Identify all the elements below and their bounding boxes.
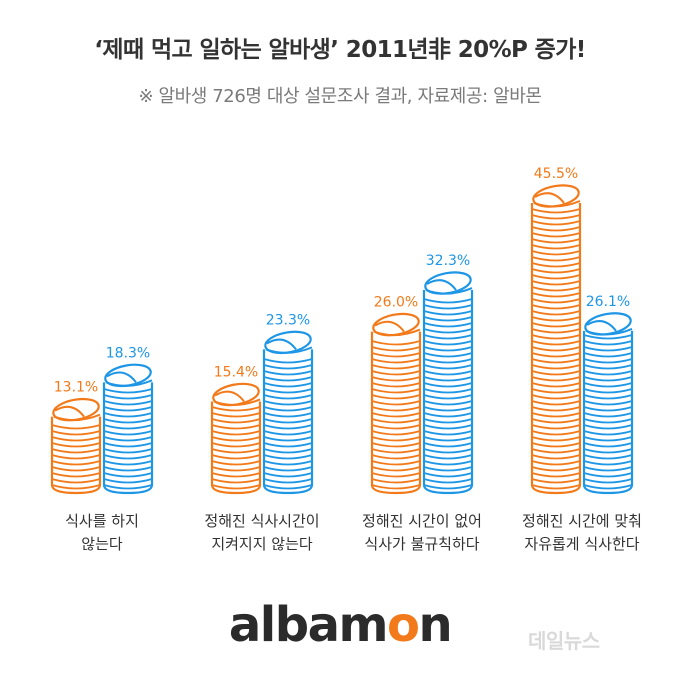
value-label-1-series-2: 18.3% bbox=[106, 345, 150, 361]
category-label-1-line-2: 않는다 bbox=[81, 535, 123, 553]
coin-stack-3-series-1 bbox=[370, 312, 422, 495]
value-label-3-series-2: 32.3% bbox=[426, 253, 470, 269]
coin-stack-2-series-1 bbox=[210, 382, 262, 495]
category-label-1-line-1: 식사를 하지 bbox=[65, 512, 139, 530]
value-label-1-series-1: 13.1% bbox=[54, 380, 98, 396]
coin-stack-4-series-2 bbox=[582, 312, 634, 495]
value-label-2-series-2: 23.3% bbox=[266, 312, 310, 328]
category-label-4-line-1: 정해진 시간에 맞춰 bbox=[522, 512, 642, 530]
chart-subtitle: ※ 알바생 726명 대상 설문조사 결과, 자료제공: 알바몬 bbox=[138, 86, 542, 107]
category-label-3-line-1: 정해진 시간이 없어 bbox=[362, 512, 482, 530]
logo-accent-letter: o bbox=[386, 597, 420, 653]
value-label-4-series-2: 26.1% bbox=[586, 294, 630, 310]
coin-stack-3-series-2 bbox=[422, 271, 474, 495]
category-label-4-line-2: 자유롭게 식사한다 bbox=[524, 535, 639, 553]
value-label-2-series-1: 15.4% bbox=[214, 364, 258, 380]
value-label-3-series-1: 26.0% bbox=[374, 295, 418, 311]
category-label-2-line-2: 지켜지지 않는다 bbox=[211, 535, 313, 553]
value-label-4-series-1: 45.5% bbox=[534, 166, 578, 182]
coin-stack-1-series-1 bbox=[50, 397, 102, 495]
logo-text-end: n bbox=[418, 597, 452, 653]
category-label-3-line-2: 식사가 불규칙하다 bbox=[364, 535, 479, 553]
coin-stack-1-series-2 bbox=[102, 363, 154, 495]
coin-stack-4-series-1 bbox=[530, 184, 582, 495]
coin-stack-2-series-2 bbox=[262, 330, 314, 495]
logo-text-start: albam bbox=[228, 597, 389, 653]
category-label-2-line-1: 정해진 식사시간이 bbox=[204, 512, 319, 530]
albamon-logo: albamon bbox=[0, 597, 680, 653]
chart-title: ‘제때 먹고 일하는 알바생’ 2011년非 20%P 증가! bbox=[94, 37, 586, 63]
watermark: 데일뉴스 bbox=[528, 629, 600, 653]
